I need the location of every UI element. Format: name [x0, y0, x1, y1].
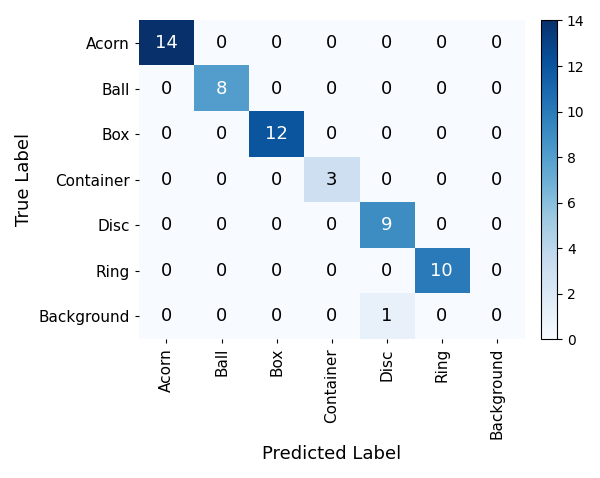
Text: 0: 0 [161, 307, 172, 326]
Text: 0: 0 [381, 125, 392, 143]
Text: 8: 8 [216, 80, 227, 98]
Text: 0: 0 [161, 125, 172, 143]
Text: 14: 14 [155, 34, 178, 52]
Text: 0: 0 [491, 216, 502, 234]
Text: 0: 0 [161, 216, 172, 234]
Text: 0: 0 [381, 34, 392, 52]
Text: 0: 0 [381, 171, 392, 189]
Text: 9: 9 [381, 216, 392, 234]
Text: 0: 0 [491, 171, 502, 189]
Text: 0: 0 [436, 80, 448, 98]
Text: 0: 0 [326, 80, 337, 98]
Text: 0: 0 [216, 125, 227, 143]
Text: 0: 0 [161, 171, 172, 189]
Text: 0: 0 [436, 307, 448, 326]
Text: 0: 0 [326, 262, 337, 280]
Text: 0: 0 [491, 34, 502, 52]
Text: 0: 0 [161, 262, 172, 280]
Text: 0: 0 [436, 171, 448, 189]
Text: 0: 0 [491, 125, 502, 143]
Text: 0: 0 [271, 216, 282, 234]
Text: 0: 0 [271, 171, 282, 189]
Text: 0: 0 [216, 262, 227, 280]
Text: 0: 0 [326, 125, 337, 143]
Text: 0: 0 [381, 262, 392, 280]
Text: 0: 0 [326, 307, 337, 326]
Text: 0: 0 [381, 80, 392, 98]
Text: 0: 0 [491, 307, 502, 326]
Text: 0: 0 [271, 34, 282, 52]
Text: 10: 10 [430, 262, 453, 280]
Text: 0: 0 [436, 34, 448, 52]
Text: 3: 3 [326, 171, 337, 189]
Text: 0: 0 [271, 262, 282, 280]
Text: 0: 0 [326, 34, 337, 52]
Text: 0: 0 [216, 216, 227, 234]
Text: 0: 0 [491, 262, 502, 280]
Text: 0: 0 [271, 80, 282, 98]
Y-axis label: True Label: True Label [15, 133, 33, 227]
Text: 0: 0 [326, 216, 337, 234]
Text: 0: 0 [216, 171, 227, 189]
Text: 0: 0 [436, 216, 448, 234]
Text: 0: 0 [271, 307, 282, 326]
Text: 0: 0 [491, 80, 502, 98]
Text: 0: 0 [216, 34, 227, 52]
Text: 0: 0 [161, 80, 172, 98]
Text: 0: 0 [216, 307, 227, 326]
Text: 12: 12 [265, 125, 288, 143]
Text: 1: 1 [381, 307, 392, 326]
Text: 0: 0 [436, 125, 448, 143]
X-axis label: Predicted Label: Predicted Label [262, 445, 401, 463]
